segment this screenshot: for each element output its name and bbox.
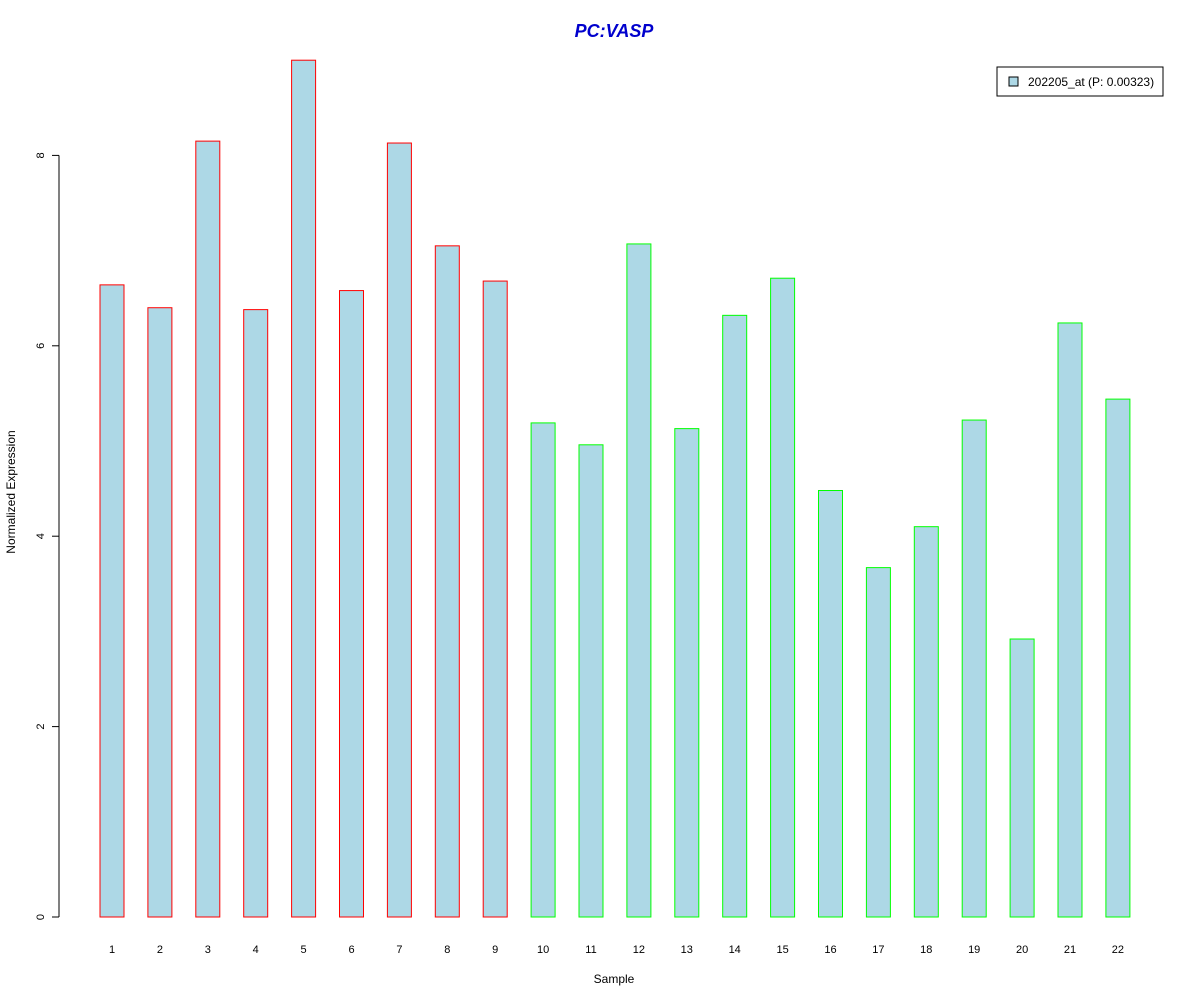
x-tick-labels: 1 2 3 4 5 6 7 8 9 10 11 12 13 14 15 16 17 18 19 20 21 22 (109, 944, 1124, 956)
bar-sample-13 (674, 428, 700, 918)
y-axis: 0 2 4 6 8 (35, 152, 60, 920)
bar-sample-21 (1057, 322, 1083, 918)
x-tick-label: 19 (968, 944, 980, 956)
bar-sample-9 (482, 280, 508, 918)
bars (99, 59, 1131, 918)
legend: 202205_at (P: 0.00323) (996, 66, 1164, 97)
y-tick-label: 4 (35, 533, 47, 539)
x-tick-label: 15 (776, 944, 788, 956)
bar-sample-17 (865, 567, 891, 918)
bar-sample-20 (1009, 638, 1035, 918)
x-tick-label: 7 (396, 944, 402, 956)
bar-sample-5 (291, 59, 317, 918)
bar-sample-15 (770, 277, 796, 918)
bar-sample-10 (530, 422, 556, 918)
bar-sample-3 (195, 140, 221, 918)
bar-sample-22 (1105, 398, 1131, 918)
x-tick-label: 4 (253, 944, 259, 956)
x-tick-label: 14 (729, 944, 741, 956)
x-tick-label: 18 (920, 944, 932, 956)
y-tick-label: 6 (35, 343, 47, 349)
x-tick-label: 22 (1112, 944, 1124, 956)
x-tick-label: 11 (585, 944, 596, 956)
bar-sample-7 (386, 142, 412, 918)
x-tick-label: 20 (1016, 944, 1028, 956)
chart-title: PC:VASP (575, 21, 655, 41)
x-tick-label: 1 (109, 944, 115, 956)
bar-sample-12 (626, 243, 652, 918)
y-tick-label: 8 (35, 152, 47, 158)
x-tick-label: 12 (633, 944, 645, 956)
x-tick-label: 16 (824, 944, 836, 956)
x-tick-label: 9 (492, 944, 498, 956)
bar-sample-6 (339, 290, 364, 918)
x-tick-label: 6 (348, 944, 354, 956)
bar-sample-11 (578, 444, 604, 918)
x-tick-label: 3 (205, 944, 211, 956)
bar-sample-19 (961, 419, 987, 918)
bar-sample-4 (243, 309, 269, 918)
legend-swatch (1008, 76, 1019, 87)
bar-sample-8 (434, 245, 460, 918)
bar-sample-18 (913, 526, 939, 918)
x-tick-label: 8 (444, 944, 450, 956)
bar-sample-16 (818, 490, 843, 918)
bar-sample-1 (99, 284, 125, 918)
x-axis-label: Sample (594, 972, 635, 986)
y-tick-label: 0 (35, 914, 47, 920)
x-tick-label: 17 (872, 944, 884, 956)
x-tick-label: 5 (301, 944, 307, 956)
x-tick-label: 2 (157, 944, 163, 956)
y-tick-label: 2 (35, 724, 47, 730)
x-tick-label: 13 (681, 944, 693, 956)
legend-box (996, 66, 1164, 97)
bar-sample-2 (147, 307, 173, 918)
y-axis-label: Normalized Expression (4, 430, 18, 553)
legend-entry: 202205_at (P: 0.00323) (1028, 75, 1154, 89)
x-tick-label: 21 (1064, 944, 1076, 956)
x-tick-label: 10 (537, 944, 549, 956)
bar-sample-14 (722, 314, 748, 918)
